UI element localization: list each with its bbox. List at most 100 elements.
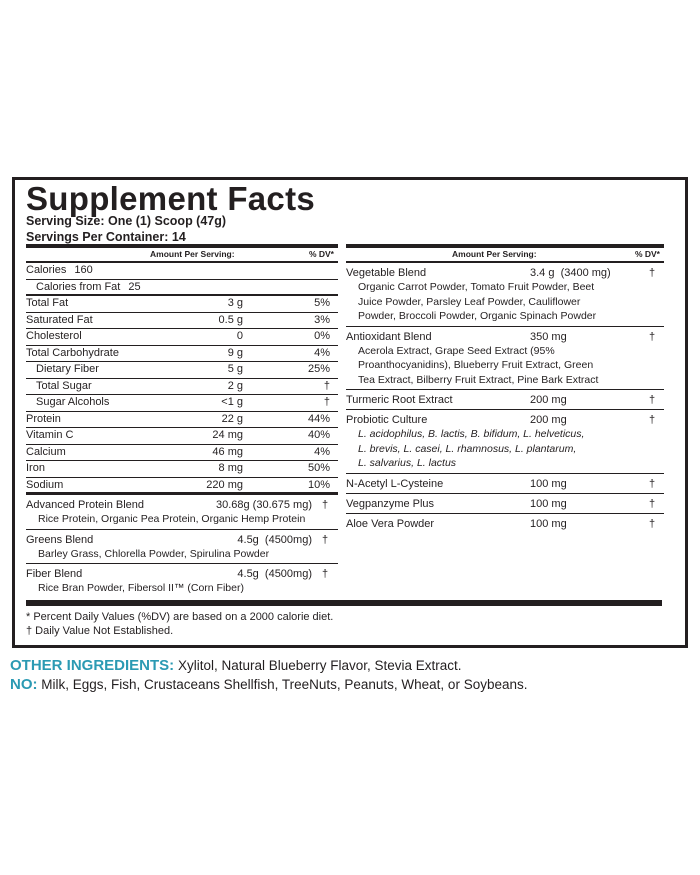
divider-bar	[26, 600, 662, 606]
nutrient-row: Saturated Fat 0.5 g 3%	[26, 313, 338, 329]
blend-dv: †	[648, 394, 656, 406]
blend-line: Vegpanzyme Plus 100 mg †	[346, 497, 664, 511]
nutrient-amount: 0	[236, 330, 243, 342]
blend-name: Probiotic Culture	[346, 414, 428, 426]
other-ingredients-label: OTHER INGREDIENTS:	[10, 657, 175, 674]
blend-line: Aloe Vera Powder 100 mg †	[346, 517, 664, 531]
blend-dv: †	[648, 517, 656, 530]
blend-amount: 350 mg	[530, 330, 567, 343]
amount-header: Amount Per Serving:	[150, 249, 235, 259]
serving-size: Serving Size: One (1) Scoop (47g)	[26, 214, 227, 228]
nutrient-name: Protein	[26, 412, 61, 425]
title: Supplement Facts	[26, 180, 316, 217]
blend-ingredients: Organic Carrot Powder, Tomato Fruit Powd…	[358, 281, 595, 293]
nutrient-amount: 24 mg	[212, 429, 243, 441]
nutrient-row: Cholesterol 0 0%	[26, 329, 338, 346]
nutrient-dv: †	[323, 379, 330, 392]
column-header: Amount Per Serving: % DV*	[346, 248, 664, 263]
nutrient-amount: 160	[74, 264, 93, 276]
blend-row: Fiber Blend 4.5g (4500mg) † Rice Bran Powde…	[26, 564, 338, 598]
blend-dv: †	[648, 477, 656, 490]
blend-line: Antioxidant Blend 350 mg †	[346, 330, 664, 344]
nutrient-amount: 3 g	[227, 297, 243, 309]
nutrient-name: Total Carbohydrate	[26, 346, 119, 359]
blend-ingredients: Proanthocyanidins), Blueberry Fruit Extr…	[358, 359, 594, 371]
footnote: † Daily Value Not Established.	[26, 625, 174, 637]
blend-name: Aloe Vera Powder	[346, 517, 435, 530]
nutrient-name: Dietary Fiber	[36, 363, 99, 375]
blend-line: Turmeric Root Extract 200 mg †	[346, 393, 664, 407]
nutrient-dv: 3%	[314, 313, 330, 326]
nutrient-name: Calories	[26, 264, 67, 276]
blend-name: Turmeric Root Extract	[346, 394, 453, 406]
blend-amount: 30.68g (30.675 mg)	[215, 499, 312, 511]
column-header: Amount Per Serving: % DV*	[26, 248, 338, 263]
blend-dv: †	[648, 267, 656, 279]
nutrient-name: Saturated Fat	[26, 313, 93, 326]
blend-row: Antioxidant Blend 350 mg † Acerola Extract,…	[346, 327, 664, 390]
left-column: Amount Per Serving:% DV* Calories 160 Calor…	[26, 244, 338, 598]
nutrient-name: Sodium	[26, 478, 64, 491]
blend-ingredients: Rice Protein, Organic Pea Protein, Organ…	[38, 513, 306, 525]
blend-row: N-Acetyl L-Cysteine 100 mg †	[346, 474, 664, 494]
blend-name: Fiber Blend	[26, 568, 83, 580]
blend-line: Greens Blend 4.5g (4500mg) †	[26, 533, 338, 547]
blend-dv: †	[321, 533, 329, 546]
blend-row: Vegpanzyme Plus 100 mg †	[346, 494, 664, 514]
blend-line: Probiotic Culture 200 mg †	[346, 413, 664, 427]
blend-ingredients: L. brevis, L. casei, L. rhamnosus, L. pl…	[358, 442, 577, 455]
nutrient-name: Total Sugar	[36, 379, 92, 392]
nutrient-dv: 4%	[314, 346, 330, 359]
nutrient-row: Total Sugar 2 g †	[26, 379, 338, 395]
nutrient-row: Iron 8 mg 50%	[26, 461, 338, 478]
nutrient-dv: 0%	[314, 330, 330, 342]
blend-name: Advanced Protein Blend	[26, 499, 145, 511]
blend-row: Turmeric Root Extract 200 mg †	[346, 390, 664, 410]
blend-dv: †	[321, 499, 329, 511]
blend-ingredients: L. salvarius, L. lactus	[358, 457, 457, 469]
blend-amount: 4.5g (4500mg)	[237, 533, 312, 546]
blend-dv: †	[648, 414, 656, 426]
nutrient-name: Cholesterol	[26, 330, 82, 342]
other-ingredients-text: Xylitol, Natural Blueberry Flavor, Stevi…	[177, 658, 462, 673]
nutrient-dv: 50%	[307, 462, 330, 474]
nutrient-name: Total Fat	[26, 297, 69, 309]
blend-row: Vegetable Blend 3.4 g (3400 mg) † Organic C…	[346, 263, 664, 327]
nutrient-name: Calcium	[26, 445, 66, 458]
nutrient-amount: 8 mg	[218, 462, 243, 474]
nutrient-dv: 25%	[307, 363, 330, 375]
nutrient-amount: 0.5 g	[218, 313, 243, 326]
allergens-text: Milk, Eggs, Fish, Crustaceans Shellfish,…	[41, 677, 528, 692]
allergens: NO: Milk, Eggs, Fish, Crustaceans Shellf…	[10, 676, 527, 693]
nutrient-dv: 40%	[307, 429, 330, 441]
nutrient-row: Sodium 220 mg 10%	[26, 478, 338, 495]
blend-amount: 3.4 g (3400 mg)	[530, 267, 611, 279]
blend-amount: 200 mg	[530, 414, 567, 426]
nutrient-dv: 44%	[307, 412, 330, 425]
blend-row: Probiotic Culture 200 mg † L. acidophilus, …	[346, 410, 664, 474]
blend-line: Fiber Blend 4.5g (4500mg) †	[26, 567, 338, 581]
nutrient-row: Total Carbohydrate 9 g 4%	[26, 346, 338, 362]
blend-amount: 100 mg	[530, 517, 567, 530]
nutrient-dv: 10%	[307, 478, 330, 491]
nutrient-amount: <1 g	[221, 396, 243, 408]
blend-row: Aloe Vera Powder 100 mg †	[346, 514, 664, 533]
blend-line: N-Acetyl L-Cysteine 100 mg †	[346, 477, 664, 491]
label-border	[12, 177, 688, 648]
nutrient-name: Calories from Fat	[36, 280, 121, 293]
nutrient-row: Calories 160	[26, 263, 338, 280]
nutrient-amount: 25	[128, 280, 141, 293]
blend-name: N-Acetyl L-Cysteine	[346, 477, 444, 490]
blend-dv: †	[648, 330, 656, 343]
nutrient-row: Protein 22 g 44%	[26, 412, 338, 428]
nutrient-amount: 22 g	[221, 412, 243, 425]
blend-dv: †	[321, 568, 329, 580]
nutrient-dv: 4%	[314, 445, 330, 458]
blend-ingredients: Barley Grass, Chlorella Powder, Spirulin…	[38, 547, 270, 560]
spacer	[346, 248, 452, 261]
nutrient-dv: 5%	[314, 297, 330, 309]
blend-dv: †	[648, 497, 656, 510]
blend-ingredients: Rice Bran Powder, Fibersol II™ (Corn Fib…	[38, 582, 244, 594]
blend-amount: 200 mg	[530, 394, 567, 406]
